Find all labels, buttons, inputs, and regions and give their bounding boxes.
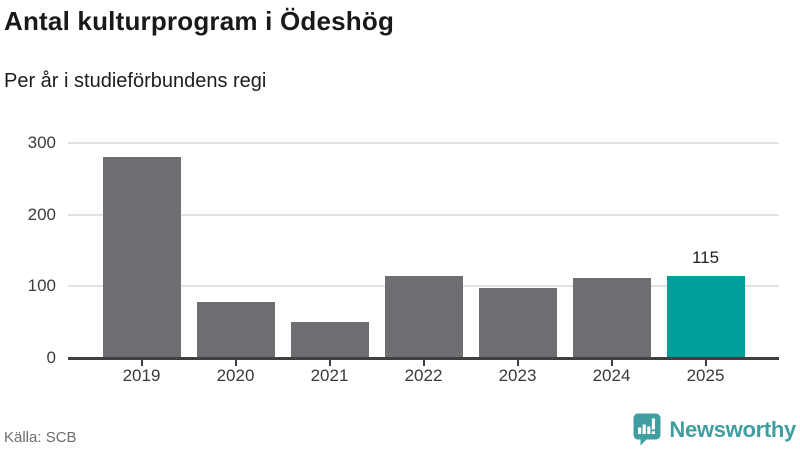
bar-2021 — [290, 322, 369, 358]
bar-2023 — [478, 287, 557, 358]
x-axis-label-2019: 2019 — [122, 366, 161, 385]
y-axis-tick-label: 300 — [27, 133, 56, 152]
y-axis-tick-label: 100 — [27, 276, 56, 296]
x-axis-label-2024: 2024 — [592, 366, 631, 385]
bar-2020 — [196, 302, 275, 358]
newsworthy-badge-icon — [633, 413, 661, 446]
x-axis-tick — [704, 360, 707, 366]
bar-2024 — [572, 278, 651, 358]
chart-subtitle: Per år i studieförbundens regi — [4, 70, 267, 92]
x-axis-tick — [140, 360, 143, 366]
x-axis-tick — [516, 360, 519, 366]
source-label: Källa: SCB — [4, 429, 77, 446]
gridline-200 — [68, 213, 779, 216]
bar-2022 — [384, 275, 463, 358]
x-axis-tick — [328, 360, 331, 366]
x-axis-tick — [234, 360, 237, 366]
x-axis-label-2020: 2020 — [216, 366, 255, 385]
gridline-300 — [68, 142, 779, 144]
y-axis: 0 100 200 300 — [0, 133, 56, 367]
x-axis-label-2022: 2022 — [404, 366, 443, 385]
newsworthy-logo[interactable]: Newsworthy — [633, 413, 796, 446]
bar-value-label-2025: 115 — [691, 247, 720, 267]
x-axis-tick — [610, 360, 613, 366]
chart-title: Antal kulturprogram i Ödeshög — [4, 6, 395, 36]
y-axis-tick-label: 0 — [46, 348, 56, 367]
x-axis-label-2021: 2021 — [310, 366, 349, 385]
x-axis-label-2023: 2023 — [498, 366, 537, 385]
x-axis-tick — [422, 360, 425, 366]
newsworthy-logo-text: Newsworthy — [669, 416, 796, 442]
x-axis-line — [68, 357, 779, 360]
y-axis-tick-label: 200 — [27, 204, 56, 224]
bar-2025 — [666, 275, 745, 358]
bar-2019 — [102, 157, 181, 358]
plot-area: 2019 2020 2021 2022 2023 2024 2025 115 — [68, 142, 779, 385]
x-axis-label-2025: 2025 — [686, 366, 725, 385]
